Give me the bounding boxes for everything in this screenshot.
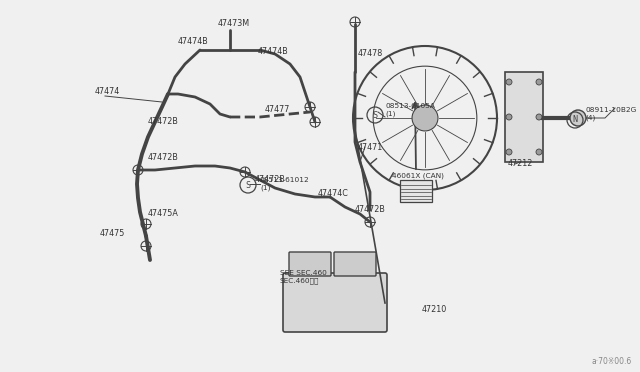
Text: 47472B: 47472B — [355, 205, 386, 215]
Text: 47475A: 47475A — [148, 209, 179, 218]
Text: 47471: 47471 — [358, 142, 383, 151]
Text: 47474B: 47474B — [178, 38, 209, 46]
Circle shape — [506, 79, 512, 85]
Circle shape — [570, 110, 586, 126]
Circle shape — [536, 114, 542, 120]
Text: 08911-10B2G
(4): 08911-10B2G (4) — [585, 107, 636, 121]
Text: 47212: 47212 — [508, 160, 533, 169]
FancyBboxPatch shape — [289, 252, 331, 276]
Circle shape — [412, 105, 438, 131]
Text: 47472B: 47472B — [255, 176, 286, 185]
Text: S: S — [372, 110, 378, 119]
Text: S: S — [246, 180, 250, 189]
Text: 47210: 47210 — [422, 305, 447, 314]
Text: a·70※00.6: a·70※00.6 — [592, 357, 632, 366]
Text: 08513-6105A
(1): 08513-6105A (1) — [385, 103, 435, 117]
Circle shape — [536, 79, 542, 85]
Text: SEE SEC.460
SEC.460参照: SEE SEC.460 SEC.460参照 — [280, 270, 327, 284]
Text: 47475: 47475 — [100, 230, 125, 238]
Text: 46061X (CAN): 46061X (CAN) — [392, 173, 444, 179]
Text: N: N — [573, 115, 577, 125]
Circle shape — [506, 114, 512, 120]
Text: 47474C: 47474C — [318, 189, 349, 199]
FancyBboxPatch shape — [283, 273, 387, 332]
Bar — [400, 180, 432, 202]
FancyBboxPatch shape — [334, 252, 376, 276]
Text: 47474: 47474 — [95, 87, 120, 96]
Text: 47472B: 47472B — [148, 153, 179, 161]
Text: 47474B: 47474B — [258, 48, 289, 57]
Text: 47473M: 47473M — [218, 19, 250, 29]
Text: 08513-61012
(1): 08513-61012 (1) — [260, 177, 310, 191]
Circle shape — [536, 149, 542, 155]
Bar — [505, 72, 543, 162]
Text: 47478: 47478 — [358, 49, 383, 58]
Circle shape — [506, 149, 512, 155]
Text: 47472B: 47472B — [148, 118, 179, 126]
Text: 47477: 47477 — [265, 106, 291, 115]
